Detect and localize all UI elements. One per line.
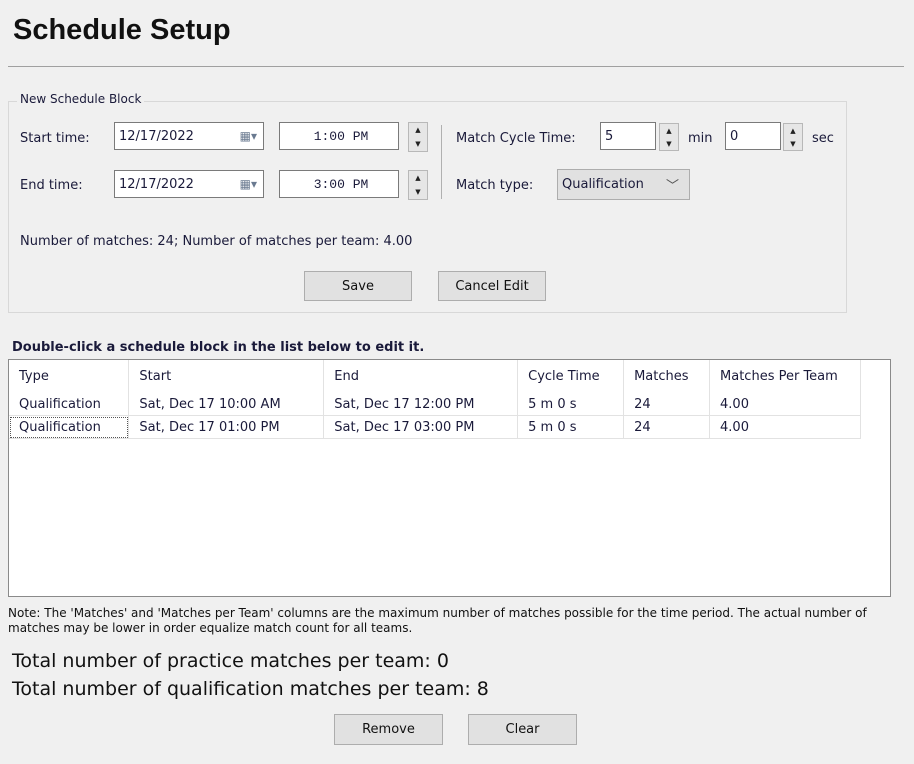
schedule-table[interactable]: Type Start End Cycle Time Matches Matche… [8, 359, 891, 597]
end-date-picker[interactable]: 12/17/2022 ▦▾ [114, 170, 264, 198]
table-cell: Sat, Dec 17 12:00 PM [323, 393, 519, 416]
table-row[interactable]: Qualification Sat, Dec 17 10:00 AM Sat, … [9, 393, 861, 416]
end-time-spinner[interactable]: ▲ ▼ [408, 170, 428, 200]
table-note: Note: The 'Matches' and 'Matches per Tea… [8, 606, 867, 635]
up-arrow-icon[interactable]: ▲ [415, 126, 421, 134]
calendar-dropdown-icon[interactable]: ▦▾ [239, 129, 257, 143]
match-type-value: Qualification [562, 177, 644, 192]
up-arrow-icon[interactable]: ▲ [790, 126, 796, 135]
table-cell: 5 m 0 s [517, 415, 625, 439]
down-arrow-icon[interactable]: ▼ [790, 139, 796, 148]
table-cell: 4.00 [709, 393, 861, 416]
min-label: min [688, 131, 713, 146]
table-cell: Qualification [9, 415, 130, 439]
cycle-time-label: Match Cycle Time: [456, 131, 576, 146]
end-time-input[interactable]: 3:00 PM [279, 170, 399, 198]
clear-button[interactable]: Clear [468, 714, 577, 745]
start-time-input[interactable]: 1:00 PM [279, 122, 399, 150]
column-header[interactable]: Matches [623, 360, 711, 393]
table-cell: 24 [623, 393, 711, 416]
new-schedule-block-group [8, 101, 847, 313]
down-arrow-icon[interactable]: ▼ [666, 139, 672, 148]
match-type-select[interactable]: Qualification ﹀ [557, 169, 690, 200]
start-date-value: 12/17/2022 [119, 128, 194, 144]
table-cell: 5 m 0 s [517, 393, 625, 416]
remove-button[interactable]: Remove [334, 714, 443, 745]
column-header[interactable]: Type [9, 360, 130, 393]
end-date-value: 12/17/2022 [119, 176, 194, 192]
column-header[interactable]: Matches Per Team [709, 360, 861, 393]
up-arrow-icon[interactable]: ▲ [666, 126, 672, 135]
cycle-seconds-spinner[interactable]: ▲ ▼ [783, 123, 803, 151]
table-cell: Qualification [9, 393, 130, 416]
table-cell: Sat, Dec 17 10:00 AM [128, 393, 325, 416]
table-cell: Sat, Dec 17 03:00 PM [323, 415, 519, 439]
divider [8, 66, 904, 67]
down-arrow-icon[interactable]: ▼ [415, 140, 421, 148]
total-qualification-matches: Total number of qualification matches pe… [12, 678, 489, 700]
cycle-minutes-spinner[interactable]: ▲ ▼ [659, 123, 679, 151]
sec-label: sec [812, 131, 834, 146]
group-legend: New Schedule Block [17, 92, 145, 106]
cancel-edit-button[interactable]: Cancel Edit [438, 271, 546, 301]
page-title: Schedule Setup [13, 14, 231, 46]
separator [441, 125, 442, 199]
column-header[interactable]: End [323, 360, 519, 393]
table-header-row: Type Start End Cycle Time Matches Matche… [9, 360, 861, 393]
table-row[interactable]: Qualification Sat, Dec 17 01:00 PM Sat, … [9, 415, 861, 439]
save-button[interactable]: Save [304, 271, 412, 301]
table-cell: 24 [623, 415, 711, 439]
column-header[interactable]: Start [128, 360, 325, 393]
cycle-seconds-input[interactable]: 0 [725, 122, 781, 150]
calendar-dropdown-icon[interactable]: ▦▾ [239, 177, 257, 191]
table-cell: 4.00 [709, 415, 861, 439]
edit-instructions: Double-click a schedule block in the lis… [12, 340, 425, 355]
column-header[interactable]: Cycle Time [517, 360, 625, 393]
chevron-down-icon: ﹀ [665, 179, 679, 194]
table-cell: Sat, Dec 17 01:00 PM [128, 415, 325, 439]
match-type-label: Match type: [456, 178, 534, 193]
up-arrow-icon[interactable]: ▲ [415, 174, 421, 182]
total-practice-matches: Total number of practice matches per tea… [12, 650, 449, 672]
start-time-spinner[interactable]: ▲ ▼ [408, 122, 428, 152]
matches-summary: Number of matches: 24; Number of matches… [20, 234, 413, 249]
start-time-label: Start time: [20, 131, 90, 146]
start-date-picker[interactable]: 12/17/2022 ▦▾ [114, 122, 264, 150]
cycle-minutes-input[interactable]: 5 [600, 122, 656, 150]
end-time-label: End time: [20, 178, 83, 193]
down-arrow-icon[interactable]: ▼ [415, 188, 421, 196]
